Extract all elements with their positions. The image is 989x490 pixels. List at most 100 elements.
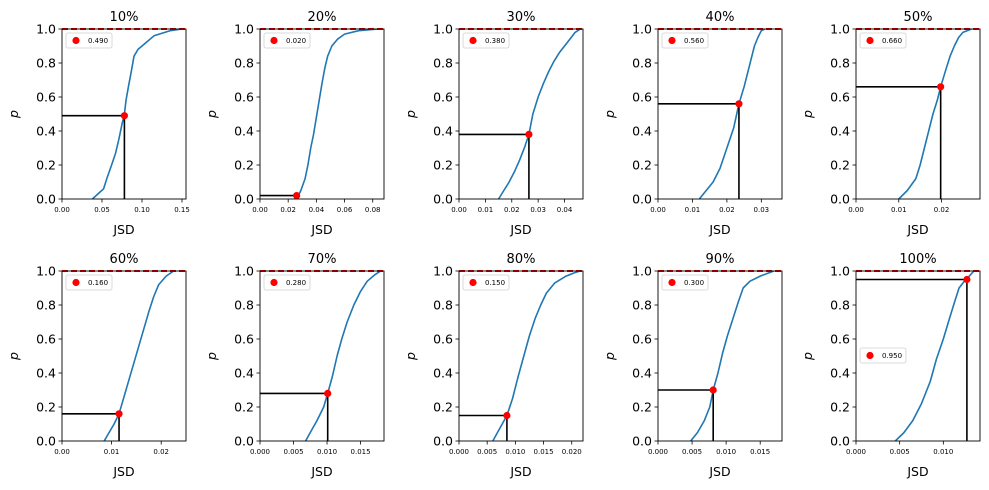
y-tick-label: 0.6 xyxy=(36,90,56,105)
legend-label: 0.560 xyxy=(684,37,704,45)
y-tick-label: 0.0 xyxy=(830,434,850,449)
y-tick-label: 0.8 xyxy=(632,298,652,313)
y-tick-label: 0.2 xyxy=(36,400,56,415)
y-tick-label: 0.4 xyxy=(234,124,254,139)
legend-box xyxy=(65,274,113,291)
y-tick-label: 1.0 xyxy=(632,264,652,279)
legend-box xyxy=(65,32,113,49)
cdf-line xyxy=(103,271,175,441)
legend-box xyxy=(263,274,311,291)
legend-label: 0.380 xyxy=(485,37,505,45)
y-tick-label: 0.2 xyxy=(433,158,453,173)
y-axis-label: p xyxy=(204,352,219,361)
plot-area xyxy=(260,271,382,441)
cdf-line xyxy=(91,29,183,199)
legend: 0.380 xyxy=(462,32,510,49)
x-axis-label: JSD xyxy=(509,464,531,479)
y-tick-label: 1.0 xyxy=(830,22,850,37)
y-tick-label: 1.0 xyxy=(36,264,56,279)
axes-frame xyxy=(259,270,385,442)
y-tick-label: 0.0 xyxy=(433,434,453,449)
y-tick-label: 0.4 xyxy=(830,124,850,139)
subplot-title: 100% xyxy=(899,252,936,267)
x-tick-label: 0.02 xyxy=(280,206,296,214)
legend: 0.490 xyxy=(65,32,113,49)
axes-frame xyxy=(61,28,187,200)
legend-box xyxy=(859,347,907,364)
legend-box xyxy=(661,274,709,291)
y-tick-label: 1.0 xyxy=(632,22,652,37)
x-tick-label: 0.02 xyxy=(719,206,735,214)
cdf-line xyxy=(898,29,972,199)
y-axis-label: p xyxy=(800,352,815,361)
legend-marker xyxy=(469,36,477,45)
axes-frame xyxy=(259,28,385,200)
subplot-title: 10% xyxy=(110,10,139,25)
y-tick-label: 0.0 xyxy=(632,192,652,207)
y-tick-label: 0.2 xyxy=(830,158,850,173)
x-tick-label: 0.01 xyxy=(104,448,120,456)
axes-frame xyxy=(458,28,584,200)
x-axis-label: JSD xyxy=(906,222,928,237)
x-tick-label: 0.04 xyxy=(557,206,573,214)
legend-marker xyxy=(270,36,278,45)
y-tick-label: 0.4 xyxy=(433,366,453,381)
y-axis-label: p xyxy=(6,352,21,361)
legend: 0.660 xyxy=(859,32,907,49)
x-tick-label: 0.000 xyxy=(846,448,866,456)
x-tick-label: 0.005 xyxy=(283,448,303,456)
x-axis-label: JSD xyxy=(708,464,730,479)
x-tick-label: 0.06 xyxy=(337,206,353,214)
legend: 0.300 xyxy=(661,274,709,291)
legend-label: 0.660 xyxy=(882,37,902,45)
data-point-marker xyxy=(324,389,332,397)
plot-area xyxy=(459,29,581,199)
plot-area xyxy=(260,29,379,199)
axes-frame xyxy=(855,270,981,442)
x-tick-label: 0.08 xyxy=(365,206,381,214)
x-tick-label: 0.015 xyxy=(750,448,770,456)
y-axis-label: p xyxy=(6,110,21,119)
y-tick-label: 0.0 xyxy=(36,192,56,207)
x-axis-label: JSD xyxy=(310,222,332,237)
cdf-line xyxy=(894,271,975,441)
y-tick-label: 0.2 xyxy=(632,400,652,415)
y-tick-label: 0.2 xyxy=(830,400,850,415)
y-tick-label: 0.2 xyxy=(433,400,453,415)
y-tick-label: 0.4 xyxy=(433,124,453,139)
legend-marker xyxy=(469,278,477,287)
y-tick-label: 0.6 xyxy=(36,332,56,347)
x-tick-label: 0.01 xyxy=(685,206,701,214)
plot-area xyxy=(62,29,183,199)
plot-area xyxy=(62,271,175,441)
legend-marker xyxy=(866,351,874,360)
x-tick-label: 0.15 xyxy=(174,206,190,214)
cdf-line xyxy=(497,29,581,199)
x-tick-label: 0.005 xyxy=(890,448,910,456)
legend: 0.280 xyxy=(263,274,311,291)
subplot-title: 60% xyxy=(110,252,139,267)
subplot: 50% 0.0 0.2 0.4 0.6 0.8 1.0 0.00 0.01 0.02 JSD p 0.6… xyxy=(800,10,981,237)
y-tick-label: 0.8 xyxy=(36,298,56,313)
plot-area xyxy=(658,271,775,441)
y-tick-label: 0.4 xyxy=(36,366,56,381)
x-tick-label: 0.010 xyxy=(317,448,337,456)
y-tick-label: 0.8 xyxy=(830,56,850,71)
y-axis-label: p xyxy=(204,110,219,119)
subplot-title: 70% xyxy=(308,252,337,267)
x-axis-label: JSD xyxy=(708,222,730,237)
x-tick-label: 0.00 xyxy=(848,206,864,214)
x-tick-label: 0.010 xyxy=(716,448,736,456)
legend-label: 0.280 xyxy=(286,279,306,287)
axes-frame xyxy=(61,270,187,442)
subplot-title: 50% xyxy=(904,10,933,25)
y-tick-label: 0.4 xyxy=(632,366,652,381)
x-tick-label: 0.00 xyxy=(451,206,467,214)
subplot: 80% 0.0 0.2 0.4 0.6 0.8 1.0 0.000 0.005 0.010 0.01… xyxy=(403,252,584,479)
legend-label: 0.300 xyxy=(684,279,704,287)
legend-label: 0.150 xyxy=(485,279,505,287)
data-point-marker xyxy=(525,130,533,138)
data-point-marker xyxy=(709,386,717,394)
legend-marker xyxy=(270,278,278,287)
